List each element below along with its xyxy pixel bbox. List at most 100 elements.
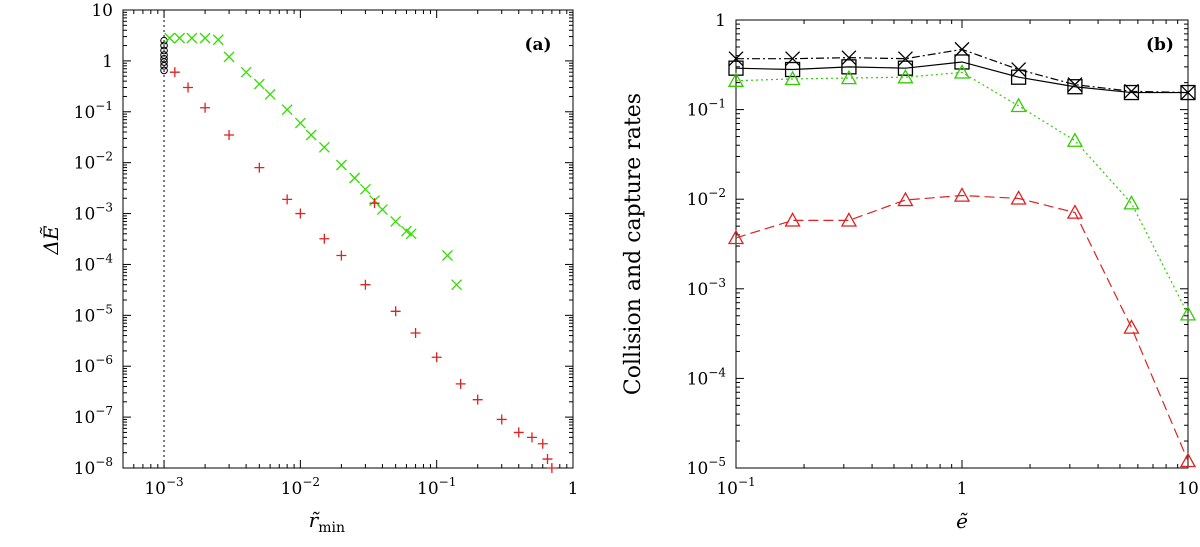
y-tick-label: 10−4: [687, 365, 727, 389]
x-tick-label: 10−2: [281, 475, 320, 499]
data-point: [405, 228, 417, 240]
data-point: [728, 51, 744, 67]
y-tick-label: 10−6: [74, 353, 113, 377]
data-point: [223, 51, 235, 63]
y-tick-label: 10−1: [687, 97, 726, 121]
data-point: [183, 82, 194, 93]
data-point: [1010, 97, 1027, 113]
data-point: [1010, 190, 1027, 205]
data-point: [1123, 84, 1140, 101]
data-point: [897, 51, 913, 67]
y-tick-label: 10: [91, 1, 113, 21]
data-point: [390, 215, 402, 227]
data-point: [727, 72, 745, 87]
series-scattered: [169, 67, 557, 473]
data-point: [199, 32, 211, 44]
data-point: [1066, 132, 1084, 147]
data-point: [728, 60, 744, 76]
data-point: [160, 62, 168, 70]
data-point: [169, 67, 180, 78]
panel-a-label: (a): [524, 35, 551, 55]
data-point: [224, 129, 235, 140]
data-point: [1123, 319, 1140, 334]
data-point: [200, 102, 211, 113]
data-point: [897, 60, 914, 76]
data-point: [840, 69, 858, 85]
data-point: [537, 438, 548, 449]
data-point: [305, 129, 317, 141]
data-point: [360, 279, 371, 290]
series-triangle-dd2222: [727, 187, 1197, 468]
panel-b-label: (b): [1146, 35, 1174, 55]
x-tick-label: 10: [1177, 479, 1199, 499]
data-point: [1010, 69, 1027, 85]
data-point: [784, 70, 801, 86]
y-tick-label: 10−5: [74, 302, 113, 326]
data-point: [1123, 194, 1140, 210]
data-point: [954, 41, 970, 57]
x-tick-label: 10−1: [716, 475, 755, 499]
y-tick-label: 10−8: [74, 455, 113, 479]
data-point: [546, 463, 557, 473]
data-point: [376, 204, 388, 215]
data-point: [1180, 84, 1196, 101]
panel-b-frame: [735, 19, 1189, 469]
series-line: [736, 48, 1189, 94]
data-point: [160, 41, 168, 50]
panel-a-xlabel: r̃min: [309, 508, 345, 536]
data-point: [390, 306, 401, 317]
panel-a-ticks: 10−3 10−2 10−1 1 10 1 10−1 10−2 10−3 10−4 10−5 10−6…: [74, 1, 579, 499]
data-point: [1179, 452, 1197, 468]
data-point: [174, 32, 186, 44]
data-point: [160, 66, 168, 75]
data-point: [472, 394, 483, 405]
data-point: [897, 68, 914, 84]
data-point: [513, 427, 524, 438]
data-point: [253, 78, 265, 90]
series-triangle-33cc00: [727, 64, 1197, 321]
data-point: [336, 250, 347, 261]
data-point: [431, 352, 442, 363]
panel-b-ticks: 10−1 1 10 1 10−1 10−2 10−3 10−4 10−5: [687, 11, 1199, 499]
data-point: [1067, 79, 1083, 95]
y-tick-label: 1: [715, 11, 726, 31]
x-tick-label: 10−3: [144, 475, 183, 499]
panel-a-ylabel: ΔẼ: [39, 225, 63, 255]
y-tick-label: 10−2: [687, 186, 726, 210]
data-point: [496, 414, 507, 425]
data-point: [186, 32, 198, 44]
panel-b-data: [727, 41, 1197, 468]
data-point: [455, 378, 466, 389]
data-point: [1066, 204, 1084, 219]
data-point: [160, 46, 168, 55]
series-line: [735, 71, 1189, 315]
y-tick-label: 10−5: [687, 455, 726, 479]
data-point: [953, 187, 971, 202]
data-point: [349, 172, 361, 184]
data-point: [240, 66, 252, 78]
series-square-000000: [728, 54, 1196, 101]
data-point: [318, 141, 330, 153]
data-point: [160, 58, 168, 66]
data-point: [212, 34, 224, 46]
data-point: [1011, 62, 1027, 77]
data-point: [359, 183, 371, 195]
x-tick-label: 1: [568, 479, 579, 499]
data-point: [784, 61, 801, 78]
data-point: [264, 88, 276, 100]
data-point: [841, 59, 857, 75]
y-tick-label: 10−4: [74, 251, 114, 275]
data-point: [897, 191, 914, 207]
data-point: [1123, 83, 1139, 99]
series-captures: [164, 32, 463, 291]
data-point: [785, 51, 801, 67]
data-point: [410, 327, 421, 338]
data-point: [840, 212, 858, 227]
data-point: [295, 208, 306, 219]
y-tick-label: 10−2: [74, 150, 113, 174]
x-tick-label: 1: [957, 479, 968, 499]
panel-b-xlabel: ẽ: [956, 509, 968, 533]
data-point: [841, 50, 857, 66]
data-point: [335, 159, 347, 171]
